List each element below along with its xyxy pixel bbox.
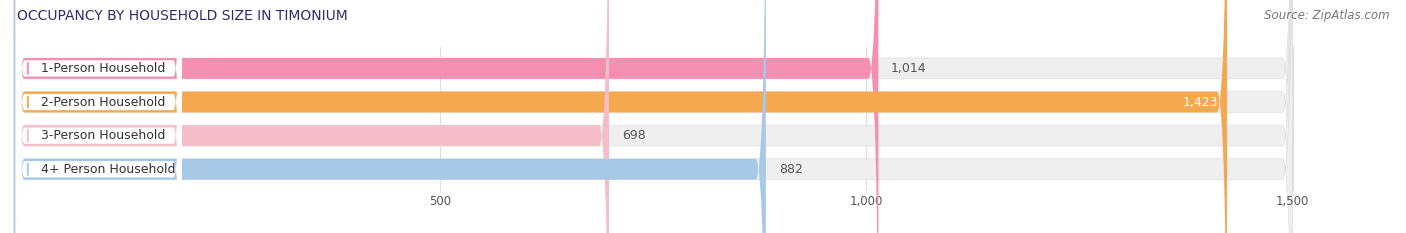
FancyBboxPatch shape	[14, 0, 766, 233]
FancyBboxPatch shape	[14, 0, 1292, 233]
FancyBboxPatch shape	[15, 0, 181, 233]
FancyBboxPatch shape	[15, 0, 181, 233]
Text: 4+ Person Household: 4+ Person Household	[41, 163, 176, 176]
FancyBboxPatch shape	[15, 0, 181, 233]
Text: 1,014: 1,014	[891, 62, 927, 75]
FancyBboxPatch shape	[14, 0, 1227, 233]
FancyBboxPatch shape	[14, 0, 1292, 233]
Text: 3-Person Household: 3-Person Household	[41, 129, 166, 142]
FancyBboxPatch shape	[14, 0, 1292, 233]
FancyBboxPatch shape	[14, 0, 1292, 233]
Text: Source: ZipAtlas.com: Source: ZipAtlas.com	[1264, 9, 1389, 22]
FancyBboxPatch shape	[14, 0, 609, 233]
Text: 698: 698	[621, 129, 645, 142]
Text: 882: 882	[779, 163, 803, 176]
FancyBboxPatch shape	[14, 0, 879, 233]
Text: 1-Person Household: 1-Person Household	[41, 62, 166, 75]
Text: 2-Person Household: 2-Person Household	[41, 96, 166, 109]
FancyBboxPatch shape	[15, 0, 181, 233]
Text: OCCUPANCY BY HOUSEHOLD SIZE IN TIMONIUM: OCCUPANCY BY HOUSEHOLD SIZE IN TIMONIUM	[17, 9, 347, 23]
Text: 1,423: 1,423	[1182, 96, 1219, 109]
